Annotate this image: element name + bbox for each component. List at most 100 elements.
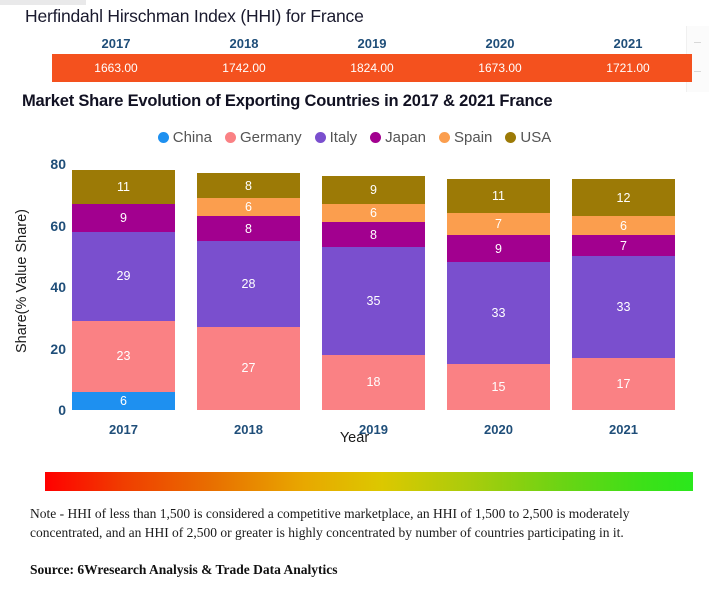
bar-segment-value: 11 <box>492 189 505 204</box>
hhi-year-cell: 2018 <box>229 36 259 51</box>
bar-segment-japan[interactable]: 8 <box>322 222 425 248</box>
hhi-year-header-row: 2017 2018 2019 2020 2021 <box>52 33 692 54</box>
stacked-bar[interactable]: 6 23 29 9 11 <box>72 170 175 410</box>
hhi-value-cell: 1742.00 <box>222 61 266 75</box>
legend-swatch-icon <box>224 132 236 143</box>
bar-segment-value: 35 <box>366 293 381 308</box>
bar-segment-value: 7 <box>620 238 627 253</box>
bar-segment-germany[interactable]: 15 <box>447 363 550 410</box>
legend-item-china[interactable]: China <box>157 129 212 146</box>
hhi-year-cell: 2020 <box>485 36 515 51</box>
bar-segment-value: 9 <box>120 210 127 225</box>
y-tick-label: 40 <box>50 279 66 295</box>
x-axis-label: Year <box>339 430 370 446</box>
bar-segment-value: 15 <box>491 379 506 394</box>
bar-segment-value: 29 <box>116 269 131 284</box>
legend-label: Italy <box>329 129 358 146</box>
bar-group: 15 33 9 7 11 2020 <box>447 164 572 437</box>
bar-segment-value: 33 <box>491 306 506 321</box>
legend-label: Japan <box>385 129 427 146</box>
hhi-table: 2017 2018 2019 2020 2021 1663.00 1742.00 1824.… <box>52 33 692 82</box>
bar-segment-italy[interactable]: 33 <box>447 262 550 364</box>
bar-segment-spain[interactable]: 6 <box>572 216 675 235</box>
bar-segment-spain[interactable]: 6 <box>322 204 425 223</box>
stacked-bar[interactable]: 17 33 7 6 12 <box>572 179 675 410</box>
legend-item-spain[interactable]: Spain <box>439 129 492 146</box>
bar-segment-value: 6 <box>120 393 127 408</box>
legend-swatch-icon <box>439 132 451 143</box>
bar-segment-value: 6 <box>370 206 377 221</box>
bar-group: 27 28 8 6 8 2018 <box>197 164 322 437</box>
hhi-value-cell: 1663.00 <box>94 61 138 75</box>
bar-segment-value: 9 <box>495 241 502 256</box>
legend-swatch-icon <box>370 132 382 143</box>
bar-segment-china[interactable]: 6 <box>72 391 175 410</box>
bar-segment-spain[interactable]: 7 <box>447 213 550 235</box>
stacked-bar[interactable]: 15 33 9 7 11 <box>447 179 550 410</box>
legend-swatch-icon <box>505 132 517 143</box>
chart-title: Market Share Evolution of Exporting Coun… <box>22 92 553 110</box>
y-tick-label: 80 <box>50 156 66 172</box>
bar-segment-value: 6 <box>620 218 627 233</box>
stacked-bar[interactable]: 18 35 8 6 9 <box>322 176 425 410</box>
bar-segment-germany[interactable]: 18 <box>322 354 425 410</box>
legend-item-italy[interactable]: Italy <box>314 129 358 146</box>
bar-segment-value: 6 <box>245 200 252 215</box>
bar-segment-usa[interactable]: 8 <box>197 173 300 198</box>
bar-segment-value: 7 <box>495 216 502 231</box>
y-axis-ticks: 0 20 40 60 80 <box>24 155 66 417</box>
plot-wrapper: Share(% Value Share) 0 20 40 60 80 6 23 29 9 11 2… <box>0 155 709 446</box>
bar-segment-value: 11 <box>117 180 130 195</box>
bar-segment-value: 27 <box>241 361 256 376</box>
legend-item-usa[interactable]: USA <box>505 129 551 146</box>
bar-segment-italy[interactable]: 33 <box>572 256 675 358</box>
bar-segment-germany[interactable]: 17 <box>572 357 675 410</box>
x-tick-label: 2017 <box>109 422 138 437</box>
x-tick-label: 2020 <box>484 422 513 437</box>
bar-segment-spain[interactable]: 6 <box>197 197 300 217</box>
bar-segment-japan[interactable]: 8 <box>197 216 300 241</box>
legend-swatch-icon <box>314 132 326 143</box>
bar-segment-value: 33 <box>616 300 631 314</box>
bar-segment-germany[interactable]: 23 <box>72 320 175 392</box>
bar-segment-usa[interactable]: 9 <box>322 176 425 205</box>
bar-segment-italy[interactable]: 28 <box>197 240 300 327</box>
sliver-tick-top <box>694 42 701 43</box>
bar-segment-value: 9 <box>370 183 377 198</box>
legend-item-germany[interactable]: Germany <box>224 129 302 146</box>
bar-group: 17 33 7 6 12 2021 <box>572 164 697 437</box>
stacked-bar[interactable]: 27 28 8 6 8 <box>197 173 300 410</box>
x-tick-label: 2019 <box>359 422 388 437</box>
footer-note: Note - HHI of less than 1,500 is conside… <box>30 506 630 541</box>
hhi-value-cell: 1721.00 <box>606 61 650 75</box>
legend-label: Spain <box>454 129 493 146</box>
y-tick-label: 60 <box>50 217 66 234</box>
bar-group: 18 35 8 6 9 2019 <box>322 164 447 437</box>
bar-segment-germany[interactable]: 27 <box>197 326 300 410</box>
bar-segment-usa[interactable]: 12 <box>572 179 675 217</box>
bar-segment-value: 8 <box>245 178 252 193</box>
legend-label: China <box>172 129 212 146</box>
hhi-value-cell: 1673.00 <box>478 61 522 75</box>
y-tick-label: 20 <box>50 340 66 357</box>
bar-segment-italy[interactable]: 29 <box>72 231 175 321</box>
legend-swatch-icon <box>157 132 169 143</box>
hhi-value-cell: 1824.00 <box>350 61 394 75</box>
top-edge-strip <box>0 0 86 5</box>
legend-item-japan[interactable]: Japan <box>370 129 426 146</box>
bar-segment-value: 8 <box>245 221 252 236</box>
bar-segment-usa[interactable]: 11 <box>447 179 550 214</box>
hhi-title: Herfindahl Hirschman Index (HHI) for Fra… <box>25 6 364 26</box>
x-tick-label: 2018 <box>234 422 263 437</box>
legend-label: Germany <box>239 129 302 146</box>
bar-segment-japan[interactable]: 9 <box>72 204 175 232</box>
footer-source: Source: 6Wresearch Analysis & Trade Data… <box>30 562 338 577</box>
hhi-year-cell: 2021 <box>613 36 643 51</box>
bar-segment-japan[interactable]: 7 <box>572 234 675 257</box>
sliver-tick-bottom <box>694 71 701 72</box>
stacked-bars: 6 23 29 9 11 2017 27 28 8 6 8 2018 18 35 8 6 9 2019 15 33 9 7… <box>72 164 697 437</box>
bar-segment-japan[interactable]: 9 <box>447 234 550 263</box>
plot-area: 6 23 29 9 11 2017 27 28 8 6 8 2018 18 35 8 6 9 2019 15 33 9 7… <box>72 164 697 437</box>
bar-segment-italy[interactable]: 35 <box>322 247 425 355</box>
bar-segment-usa[interactable]: 11 <box>72 170 175 204</box>
